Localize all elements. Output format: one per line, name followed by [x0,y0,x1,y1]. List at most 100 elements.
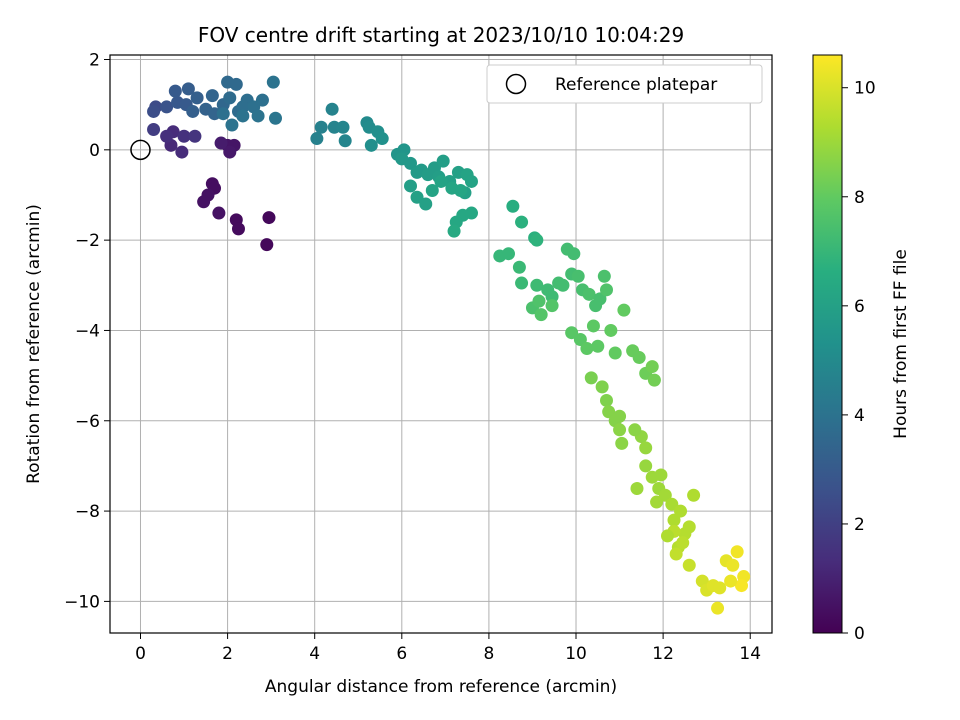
data-point [532,294,546,308]
data-point [266,75,280,89]
x-tick-label: 10 [565,644,587,664]
data-point [160,129,174,143]
data-point [602,405,616,419]
data-point [676,536,690,550]
data-point [260,238,274,252]
data-point [639,441,653,455]
x-tick-label: 8 [483,644,494,664]
data-point [639,459,653,473]
data-point [436,154,450,168]
legend-label: Reference platepar [555,75,717,95]
y-tick-label: 2 [89,51,100,71]
colorbar-label: Hours from first FF file [891,249,911,439]
data-point [613,423,627,437]
data-point [682,520,696,534]
data-point [713,581,727,595]
colorbar-tick-label: 0 [854,624,865,644]
data-point [425,183,439,197]
colorbar: 0 2 4 6 8 10 Hours from first FF file [812,54,911,644]
data-point [515,215,529,229]
chart-title: FOV centre drift starting at 2023/10/10 … [198,23,684,47]
y-axis-label: Rotation from reference (arcmin) [24,204,44,484]
data-point [395,152,409,166]
data-point [654,468,668,482]
data-point [617,303,631,317]
y-tick-label: −8 [75,502,100,522]
data-point [223,145,237,159]
data-point [530,233,544,247]
data-point [338,134,352,148]
legend-marker [505,73,527,95]
data-point [615,436,629,450]
data-point [573,332,587,346]
data-point [613,409,627,423]
axis-ticks: 0 2 4 6 8 10 12 14 2 0 −2 −4 −6 −8 −10 [64,51,761,664]
data-point [502,247,516,261]
data-point [682,558,696,572]
data-point [530,278,544,292]
data-point [454,183,468,197]
x-tick-label: 0 [135,644,146,664]
data-point [168,84,182,98]
reference-marker [130,139,151,161]
data-point [186,104,200,118]
data-point [404,179,418,193]
data-point [364,138,378,152]
data-point [251,109,265,123]
data-point [597,269,611,283]
data-point [687,488,701,502]
data-point [632,351,646,365]
x-tick-label: 14 [739,644,761,664]
data-point [190,91,204,105]
data-point [582,287,596,301]
data-point [591,339,605,353]
data-point [262,211,276,225]
data-point [545,290,559,304]
data-point [580,342,594,356]
legend: Reference platepar [486,64,763,104]
data-point [216,107,230,121]
data-point [223,91,237,105]
x-axis-label: Angular distance from reference (arcmin) [265,677,617,697]
data-point [336,120,350,134]
data-point [512,260,526,274]
colorbar-tick-label: 6 [854,297,865,317]
data-point [593,292,607,306]
data-point [231,222,245,236]
x-tick-label: 4 [309,644,320,664]
data-point [147,104,161,118]
data-point [571,269,585,283]
data-point [181,82,195,96]
plot-area-frame [109,54,773,634]
data-point [464,174,478,188]
data-point [434,174,448,188]
data-point [608,346,622,360]
data-point [225,118,239,132]
x-tick-label: 6 [396,644,407,664]
data-point [515,276,529,290]
data-point [567,247,581,261]
data-point [600,283,613,297]
data-point [310,132,324,146]
data-point [604,323,618,337]
data-point [177,129,191,143]
data-point [630,482,644,495]
data-point [726,558,740,572]
data-point [325,102,339,116]
data-point [375,132,389,146]
data-point [212,206,226,220]
data-point [724,574,738,588]
data-point [506,199,520,213]
data-point [236,109,250,123]
data-point [595,380,609,394]
x-tick-label: 2 [222,644,233,664]
data-point [160,100,174,114]
data-point [314,120,328,134]
data-point [214,136,228,150]
data-point [229,77,243,91]
data-point [269,111,282,125]
data-point [674,504,688,518]
colorbar-tick-label: 2 [854,515,865,535]
data-point [667,513,681,527]
